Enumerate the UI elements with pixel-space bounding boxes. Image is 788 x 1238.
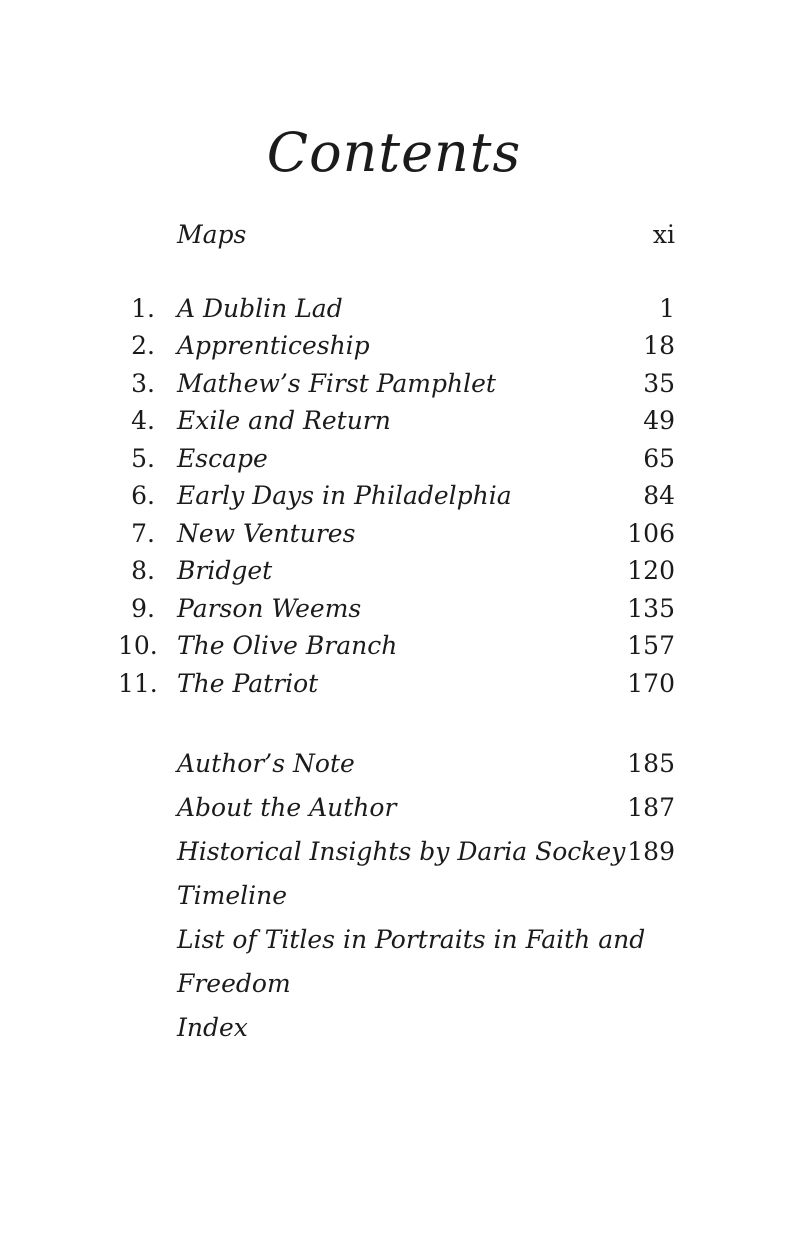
front-matter-section: Maps xi <box>118 216 675 254</box>
toc-row-authors-note: Author’s Note 185 <box>118 742 675 786</box>
toc-row-chapter-11: 11. The Patriot 170 <box>118 665 675 703</box>
entry-title: Exile and Return <box>177 406 391 435</box>
table-of-contents: Maps xi 1. A Dublin Lad 1 2. Apprentices… <box>118 216 675 1050</box>
chapter-number: 6. <box>131 481 155 510</box>
page-number: 18 <box>643 331 675 360</box>
page-number: 187 <box>627 793 675 822</box>
entry-title: About the Author <box>177 793 397 822</box>
page-number: 120 <box>627 556 675 585</box>
entry-title: Index <box>177 1013 248 1042</box>
chapter-number: 9. <box>131 593 155 623</box>
page-number: 84 <box>643 481 675 510</box>
entry-title: Maps <box>177 220 247 249</box>
entry-title: Apprenticeship <box>177 331 370 360</box>
entry-title: Early Days in Philadelphia <box>177 481 512 510</box>
page-number: 65 <box>643 443 675 473</box>
entry-title: A Dublin Lad <box>177 293 343 323</box>
page-number: 35 <box>643 368 675 398</box>
entry-title: Mathew’s First Pamphlet <box>177 368 496 398</box>
chapter-number: 8. <box>131 556 155 585</box>
page-number: 106 <box>627 518 675 548</box>
entry-title: Escape <box>177 443 268 473</box>
chapter-number: 3. <box>131 368 155 398</box>
toc-row-historical-insights: Historical Insights by Daria Sockey 189 <box>118 830 675 874</box>
chapter-number: 7. <box>131 518 155 548</box>
chapter-number: 11. <box>118 668 158 698</box>
page-number: 157 <box>627 631 675 660</box>
entry-title: The Olive Branch <box>177 631 398 660</box>
toc-row-list-of-titles: List of Titles in Portraits in Faith and… <box>118 918 675 1006</box>
chapters-section: 1. A Dublin Lad 1 2. Apprenticeship 18 3… <box>118 290 675 703</box>
entry-title: Parson Weems <box>177 593 362 623</box>
toc-row-chapter-6: 6. Early Days in Philadelphia 84 <box>118 477 675 515</box>
toc-row-chapter-10: 10. The Olive Branch 157 <box>118 627 675 665</box>
chapter-number: 2. <box>131 331 155 360</box>
toc-row-chapter-3: 3. Mathew’s First Pamphlet 35 <box>118 365 675 403</box>
page-number: 185 <box>627 749 675 778</box>
toc-row-chapter-1: 1. A Dublin Lad 1 <box>118 290 675 328</box>
toc-row-about-the-author: About the Author 187 <box>118 786 675 830</box>
entry-title: Author’s Note <box>177 749 355 778</box>
entry-title: Historical Insights by Daria Sockey <box>177 837 626 866</box>
entry-title: New Ventures <box>177 518 356 548</box>
entry-title: List of Titles in Portraits in Faith and… <box>177 925 646 998</box>
toc-row-chapter-9: 9. Parson Weems 135 <box>118 590 675 628</box>
chapter-number: 1. <box>131 293 155 323</box>
page-number: 135 <box>627 593 675 623</box>
chapter-number: 5. <box>131 443 155 473</box>
page-title: Contents <box>266 121 522 184</box>
toc-row-chapter-7: 7. New Ventures 106 <box>118 515 675 553</box>
toc-row-chapter-5: 5. Escape 65 <box>118 440 675 478</box>
toc-row-maps: Maps xi <box>118 216 675 254</box>
page-number: xi <box>652 220 675 249</box>
toc-row-chapter-2: 2. Apprenticeship 18 <box>118 327 675 365</box>
toc-row-index: Index <box>118 1006 675 1050</box>
back-matter-section: Author’s Note 185 About the Author 187 H… <box>118 742 675 1050</box>
entry-title: Bridget <box>177 556 273 585</box>
chapter-number: 4. <box>131 406 155 435</box>
page-number: 49 <box>643 406 675 435</box>
entry-title: The Patriot <box>177 668 319 698</box>
page-number: 1 <box>659 293 675 323</box>
entry-title: Timeline <box>177 881 288 910</box>
toc-row-timeline: Timeline <box>118 874 675 918</box>
toc-row-chapter-8: 8. Bridget 120 <box>118 552 675 590</box>
toc-row-chapter-4: 4. Exile and Return 49 <box>118 402 675 440</box>
page-number: 170 <box>627 668 675 698</box>
page-number: 189 <box>627 837 675 866</box>
chapter-number: 10. <box>118 631 158 660</box>
